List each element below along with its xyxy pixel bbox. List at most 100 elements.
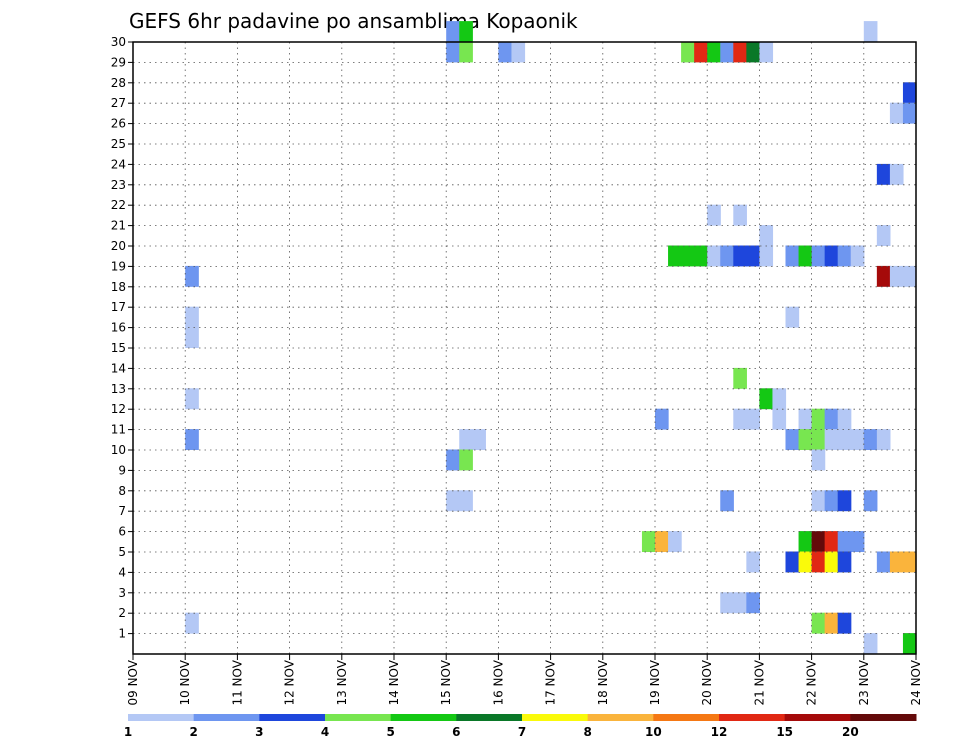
precip-cell bbox=[902, 82, 917, 104]
precip-cell bbox=[185, 612, 199, 634]
precip-cell bbox=[876, 225, 891, 246]
precip-cell bbox=[733, 367, 747, 389]
x-axis: 09 NOV 10 NOV 11 NOV 12 NOV 13 NOV 14 NOV 15 N… bbox=[126, 654, 923, 706]
precip-cell bbox=[850, 245, 865, 267]
precip-cell bbox=[746, 551, 760, 573]
precip-cell bbox=[863, 633, 878, 654]
y-tick-label: 19 bbox=[111, 259, 126, 273]
precip-cell bbox=[759, 388, 774, 410]
precip-cell bbox=[837, 612, 852, 634]
precip-cell bbox=[459, 449, 473, 471]
precip-cell bbox=[889, 551, 904, 573]
legend-swatch bbox=[653, 714, 720, 721]
precip-cell bbox=[459, 490, 473, 512]
precip-cell bbox=[668, 531, 682, 552]
legend-label: 3 bbox=[255, 725, 263, 739]
y-tick-label: 12 bbox=[111, 402, 126, 416]
precip-cell bbox=[446, 21, 460, 42]
precip-cell bbox=[876, 551, 891, 573]
precip-cell bbox=[498, 41, 513, 63]
precip-cell bbox=[798, 245, 813, 267]
precip-cell bbox=[902, 265, 917, 287]
y-tick-label: 6 bbox=[118, 525, 126, 539]
x-tick-label: 24 NOV bbox=[909, 659, 923, 705]
precip-cell bbox=[785, 551, 800, 573]
x-tick-label: 17 NOV bbox=[544, 659, 558, 705]
precip-cell bbox=[511, 41, 526, 63]
legend-swatch bbox=[193, 714, 260, 721]
precip-cell bbox=[850, 531, 865, 552]
x-tick-label: 18 NOV bbox=[596, 659, 610, 705]
precip-cell bbox=[811, 429, 826, 450]
precip-cell bbox=[459, 429, 473, 450]
precip-cell bbox=[811, 490, 826, 512]
y-tick-label: 14 bbox=[111, 361, 126, 375]
x-tick-label: 19 NOV bbox=[648, 659, 662, 705]
precip-cell bbox=[824, 429, 839, 450]
x-tick-label: 23 NOV bbox=[857, 659, 871, 705]
precip-cell bbox=[824, 245, 839, 267]
precip-cell bbox=[837, 531, 852, 552]
precip-cell bbox=[837, 490, 852, 512]
precip-cell bbox=[759, 245, 774, 267]
precip-cell bbox=[185, 327, 199, 348]
precip-cell bbox=[811, 612, 826, 634]
legend-swatch bbox=[522, 714, 589, 721]
precip-cell bbox=[824, 531, 839, 552]
precip-cell bbox=[811, 245, 826, 267]
precip-cell bbox=[785, 306, 800, 328]
x-tick-label: 14 NOV bbox=[387, 659, 401, 705]
precip-cell bbox=[837, 245, 852, 267]
y-tick-label: 21 bbox=[111, 219, 126, 233]
y-tick-label: 7 bbox=[118, 504, 126, 518]
precip-cell bbox=[446, 490, 460, 512]
x-tick-label: 16 NOV bbox=[491, 659, 505, 705]
y-tick-label: 28 bbox=[111, 76, 126, 90]
precip-cell bbox=[733, 41, 747, 63]
precip-cell bbox=[185, 265, 199, 287]
y-tick-label: 17 bbox=[111, 300, 126, 314]
y-tick-label: 15 bbox=[111, 341, 126, 355]
y-tick-label: 8 bbox=[118, 484, 126, 498]
precip-cell bbox=[655, 408, 669, 430]
y-tick-label: 9 bbox=[118, 463, 126, 477]
legend-swatch bbox=[128, 714, 195, 721]
legend-label: 7 bbox=[518, 725, 526, 739]
grid-layer bbox=[133, 42, 916, 654]
legend-label: 5 bbox=[386, 725, 394, 739]
precip-cell bbox=[785, 429, 800, 450]
x-tick-label: 15 NOV bbox=[439, 659, 453, 705]
legend-label: 12 bbox=[711, 725, 728, 739]
precip-cell bbox=[811, 551, 826, 573]
y-tick-label: 4 bbox=[118, 565, 126, 579]
y-axis: 1234567891011121314151617181920212223242… bbox=[111, 35, 133, 641]
x-tick-label: 10 NOV bbox=[178, 659, 192, 705]
precip-cell bbox=[733, 245, 747, 267]
precip-cell bbox=[863, 490, 878, 512]
precip-cell bbox=[850, 429, 865, 450]
precip-cell bbox=[185, 306, 199, 328]
precip-cell bbox=[459, 41, 473, 63]
legend: 1 2 3 4 5 6 7 8 10 12 15 20 bbox=[124, 714, 917, 739]
precip-cell bbox=[837, 429, 852, 450]
precip-cell bbox=[185, 429, 199, 450]
precip-cell bbox=[902, 633, 917, 654]
legend-label: 20 bbox=[842, 725, 859, 739]
precip-cell bbox=[837, 551, 852, 573]
precip-cell bbox=[720, 245, 734, 267]
precip-cell bbox=[668, 245, 682, 267]
precip-cell bbox=[759, 41, 774, 63]
precip-cell bbox=[876, 163, 891, 185]
y-tick-label: 13 bbox=[111, 382, 126, 396]
precip-cell bbox=[889, 102, 904, 124]
precip-cell bbox=[446, 41, 460, 63]
precip-cell bbox=[772, 408, 787, 430]
precip-cell bbox=[694, 245, 708, 267]
precip-cell bbox=[798, 531, 813, 552]
precip-cell bbox=[876, 265, 891, 287]
legend-swatch bbox=[325, 714, 392, 721]
y-tick-label: 22 bbox=[111, 198, 126, 212]
cells-layer bbox=[185, 21, 917, 654]
precip-cell bbox=[185, 388, 199, 410]
precip-cell bbox=[798, 408, 813, 430]
